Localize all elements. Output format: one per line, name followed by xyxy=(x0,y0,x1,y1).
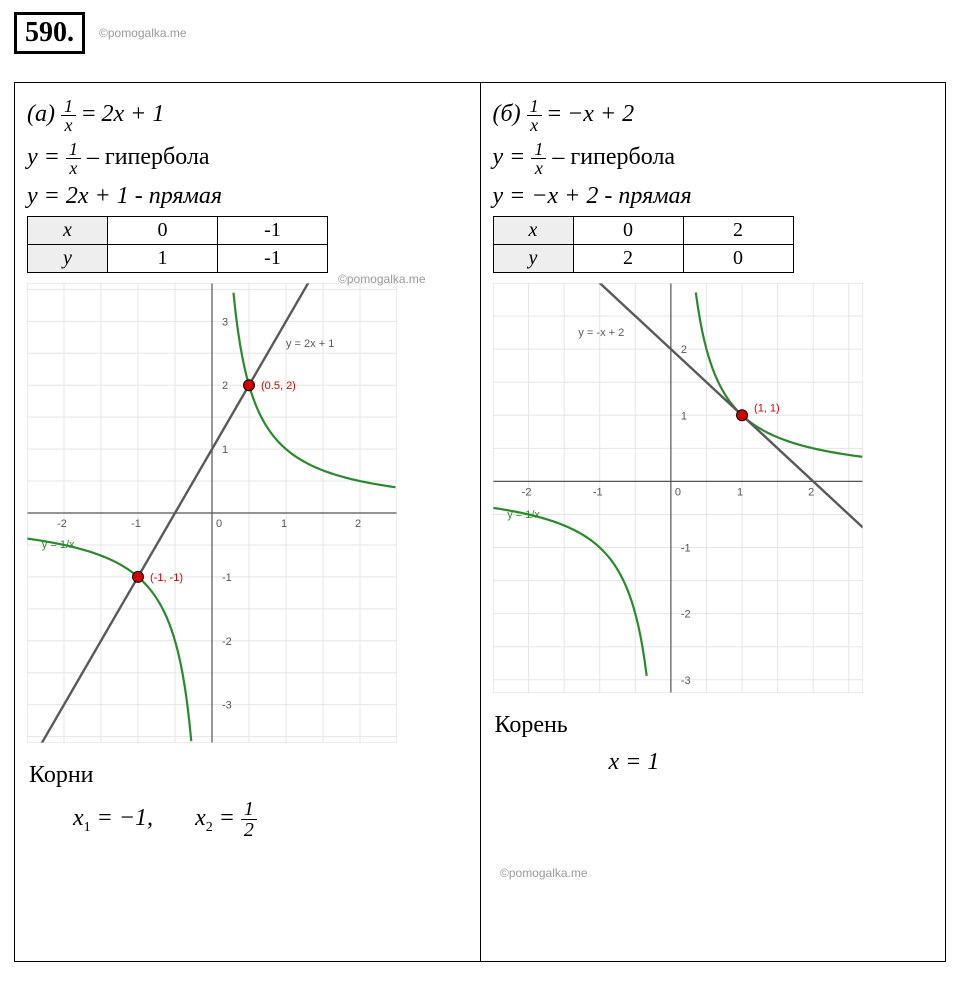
frac-a-lhs: 1 x xyxy=(61,97,76,134)
hyperbola-line-a: y = 1x – гипербола xyxy=(27,140,472,177)
hyper-text: – гипербола xyxy=(552,144,675,170)
svg-text:-1: -1 xyxy=(222,572,232,584)
svg-text:1: 1 xyxy=(680,410,686,422)
svg-text:-2: -2 xyxy=(521,486,531,498)
frac-den: 2 xyxy=(241,820,257,840)
equation-b: (б) 1 x = −x + 2 xyxy=(493,97,938,134)
roots-values-b: x = 1 xyxy=(609,749,938,776)
svg-text:(1, 1): (1, 1) xyxy=(754,402,780,414)
svg-text:2: 2 xyxy=(680,344,686,356)
watermark-top: ©pomogalka.me xyxy=(99,26,187,40)
svg-text:2: 2 xyxy=(355,518,361,530)
svg-text:0: 0 xyxy=(674,486,680,498)
line-eq-a: y = 2x + 1 - прямая xyxy=(27,183,472,210)
svg-text:y = 1/x: y = 1/x xyxy=(507,509,540,521)
rhs-b: −x + 2 xyxy=(567,101,634,127)
svg-text:y = 2x + 1: y = 2x + 1 xyxy=(286,338,334,350)
column-a: (а) 1 x = 2x + 1 y = 1x – гипербола y = … xyxy=(15,83,480,961)
svg-text:-2: -2 xyxy=(222,636,232,648)
part-letter-a: (а) xyxy=(27,101,55,127)
svg-text:2: 2 xyxy=(808,486,814,498)
problem-number-box: 590. xyxy=(14,12,85,54)
topbar: 590. ©pomogalka.me xyxy=(14,12,946,54)
equation-a: (а) 1 x = 2x + 1 xyxy=(27,97,472,134)
line-text: y = −x + 2 - прямая xyxy=(493,183,692,209)
rhs-a: 2x + 1 xyxy=(102,101,165,127)
svg-text:1: 1 xyxy=(281,518,287,530)
svg-text:(-1, -1): (-1, -1) xyxy=(150,572,183,584)
hyperbola-line-b: y = 1x – гипербола xyxy=(493,140,938,177)
chart-a: -2 -1 0 1 2 -3 -2 -1 1 2 3 y = 1/x y = 2x + 1 (0.5, 2… xyxy=(27,283,472,748)
equals: = xyxy=(82,101,102,127)
svg-text:0: 0 xyxy=(216,518,222,530)
frac-num: 1 xyxy=(61,97,76,116)
svg-text:-1: -1 xyxy=(131,518,141,530)
part-letter-b: (б) xyxy=(493,101,521,127)
frac-den: x xyxy=(66,159,81,177)
frac-den: x xyxy=(531,159,546,177)
svg-text:(0.5, 2): (0.5, 2) xyxy=(261,380,296,392)
frac-num: 1 xyxy=(527,97,542,116)
svg-text:-1: -1 xyxy=(592,486,602,498)
svg-text:-3: -3 xyxy=(222,700,232,712)
svg-text:-2: -2 xyxy=(57,518,67,530)
roots-title-b: Корень xyxy=(495,712,938,739)
equals: = xyxy=(548,101,568,127)
roots-values-a: x1 = −1, x2 = 1 2 xyxy=(73,799,472,840)
line-eq-b: y = −x + 2 - прямая xyxy=(493,183,938,210)
svg-text:1: 1 xyxy=(222,444,228,456)
svg-text:-3: -3 xyxy=(680,675,690,687)
watermark: ©pomogalka.me xyxy=(338,272,426,286)
frac-num: 1 xyxy=(531,140,546,159)
frac-num: 1 xyxy=(66,140,81,159)
watermark: ©pomogalka.me xyxy=(500,866,588,880)
svg-text:1: 1 xyxy=(736,486,742,498)
svg-text:-2: -2 xyxy=(680,609,690,621)
main-container: (а) 1 x = 2x + 1 y = 1x – гипербола y = … xyxy=(14,82,946,962)
value-table-a: x0-1y1-1 xyxy=(27,216,328,273)
svg-text:y = -x + 2: y = -x + 2 xyxy=(578,327,624,339)
frac-b-lhs: 1 x xyxy=(527,97,542,134)
column-b: (б) 1 x = −x + 2 y = 1x – гипербола y = … xyxy=(480,83,946,961)
svg-text:-1: -1 xyxy=(680,543,690,555)
line-text: y = 2x + 1 - прямая xyxy=(27,183,222,209)
svg-text:y = 1/x: y = 1/x xyxy=(42,539,75,551)
hyper-text: – гипербола xyxy=(87,144,210,170)
frac-num: 1 xyxy=(241,799,257,820)
frac-den: x xyxy=(527,116,542,134)
frac-den: x xyxy=(61,116,76,134)
svg-text:3: 3 xyxy=(222,316,228,328)
svg-text:2: 2 xyxy=(222,380,228,392)
value-table-b: x02y20 xyxy=(493,216,794,273)
chart-b: -2 -1 0 1 2 -3 -2 -1 1 2 y = 1/x y = -x + 2 (1, 1) xyxy=(493,283,938,698)
roots-title-a: Корни xyxy=(29,762,472,789)
